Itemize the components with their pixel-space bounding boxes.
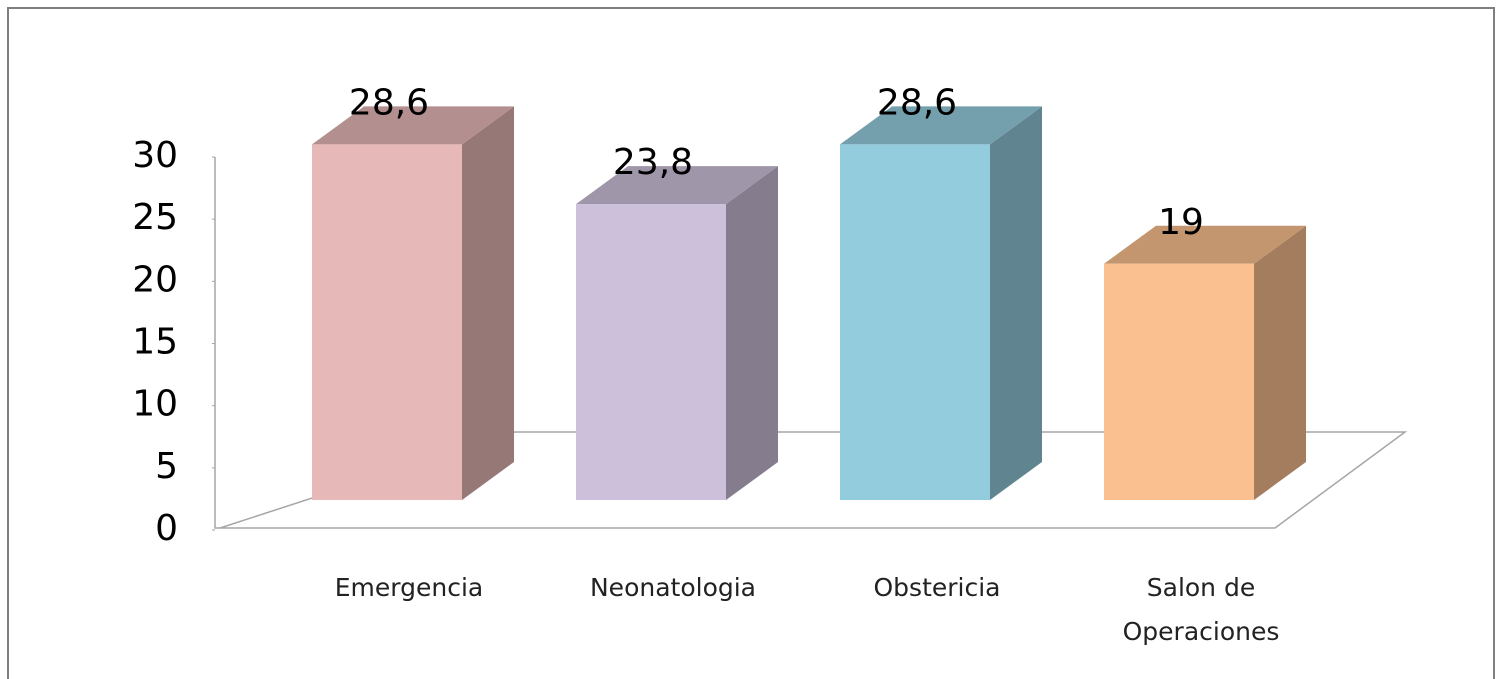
- bar-side: [462, 106, 514, 500]
- bar-top: [840, 106, 1042, 145]
- data-label: 19: [1158, 202, 1204, 243]
- x-tick-label: Salon de Operaciones: [1122, 573, 1280, 646]
- x-tick-label: Obstericia: [873, 573, 1001, 602]
- x-tick-label: Emergencia: [334, 573, 484, 602]
- bar-top: [312, 106, 514, 145]
- y-tick-label: 10: [132, 384, 178, 425]
- data-label: 28,6: [349, 82, 429, 123]
- bar: [576, 204, 726, 500]
- bar-side: [1254, 225, 1306, 500]
- y-tick-label: 25: [132, 197, 178, 238]
- bar: [1104, 263, 1254, 500]
- bar: [840, 144, 990, 500]
- bar-side: [990, 106, 1042, 500]
- y-tick-label: 15: [132, 322, 178, 363]
- data-label: 28,6: [877, 82, 957, 123]
- x-tick-label: Neonatologia: [589, 573, 756, 602]
- bar-top: [1104, 225, 1306, 264]
- y-tick-label: 5: [155, 446, 178, 487]
- bar-side: [726, 166, 778, 500]
- y-tick-label: 0: [155, 508, 178, 549]
- data-label: 23,8: [613, 142, 693, 183]
- y-tick-label: 20: [132, 259, 178, 300]
- chart-border: [7, 7, 1495, 679]
- y-tick-label: 30: [132, 135, 178, 176]
- bar-top: [576, 166, 778, 205]
- bar: [312, 144, 462, 500]
